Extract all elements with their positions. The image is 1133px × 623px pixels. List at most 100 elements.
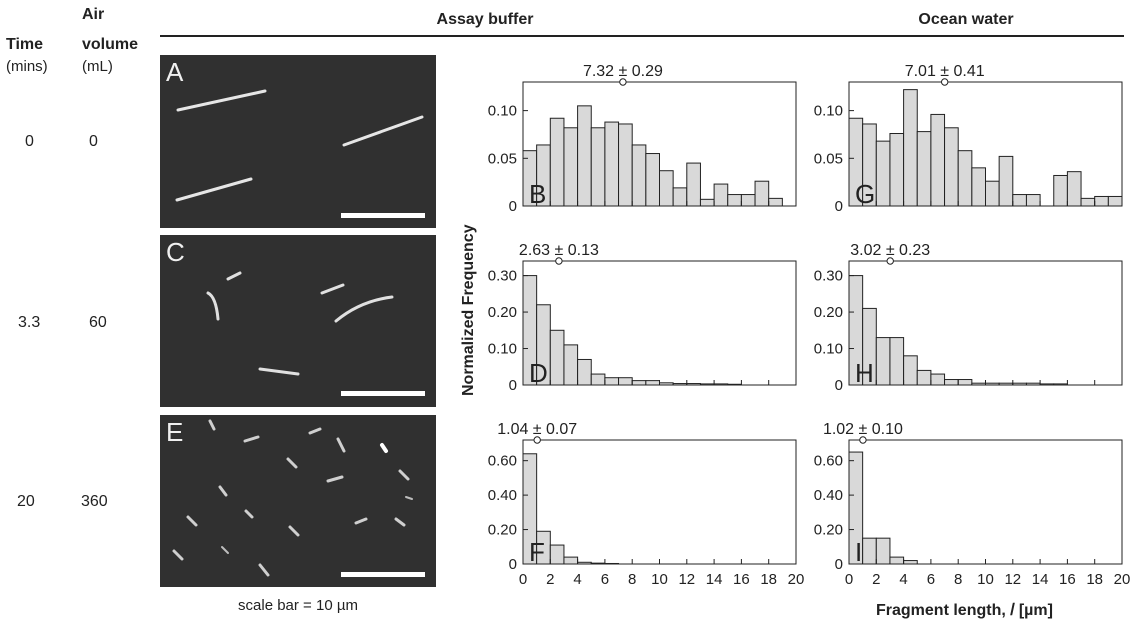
x-tick-label-F-3: 6 <box>601 571 609 588</box>
x-tick-label-I-8: 16 <box>1059 571 1076 588</box>
y-tick-label-F-0: 0 <box>509 556 517 573</box>
hist-bar-B-12 <box>686 162 701 207</box>
hist-bar-D-8 <box>631 380 647 386</box>
y-tick-label-B-1: 0.05 <box>488 150 517 167</box>
hist-bar-F-2 <box>549 544 565 565</box>
hist-bar-G-13 <box>1025 194 1041 207</box>
panel-letter-E: E <box>166 417 184 447</box>
hist-bar-B-17 <box>754 180 770 207</box>
hist-bar-G-18 <box>1094 195 1109 207</box>
x-tick-label-I-4: 8 <box>954 571 962 588</box>
hist-bar-H-8 <box>957 379 973 386</box>
x-axis-label: Fragment length, 𝑙 [µm] <box>876 602 1053 619</box>
hist-bar-G-16 <box>1066 171 1082 207</box>
hist-bar-G-11 <box>998 155 1014 207</box>
scale-bar <box>341 213 425 218</box>
hist-bar-B-2 <box>549 117 565 207</box>
micrograph-A: A <box>160 55 436 228</box>
hist-bar-I-4 <box>903 560 918 565</box>
hist-bar-H-2 <box>875 337 891 386</box>
time-unit: (mins) <box>6 58 48 75</box>
hist-bar-H-5 <box>916 369 932 386</box>
hist-bar-G-7 <box>944 127 959 207</box>
x-tick-label-F-6: 12 <box>678 571 695 588</box>
hist-bar-G-9 <box>971 167 986 207</box>
x-tick-label-I-7: 14 <box>1032 571 1049 588</box>
x-tick-label-I-2: 4 <box>899 571 907 588</box>
x-tick-label-I-0: 0 <box>845 571 853 588</box>
hist-bar-B-14 <box>713 183 729 207</box>
mean-marker-G <box>940 78 949 86</box>
mean-marker-D <box>555 257 563 265</box>
hist-bar-H-3 <box>889 337 905 386</box>
y-tick-label-H-0: 0 <box>835 377 843 394</box>
y-tick-label-D-1: 0.10 <box>488 341 517 358</box>
hist-bar-F-3 <box>563 556 579 565</box>
y-tick-label-G-1: 0.05 <box>814 150 843 167</box>
row-time-1: 3.3 <box>18 314 41 331</box>
x-tick-label-I-1: 2 <box>872 571 880 588</box>
hist-bar-I-1 <box>862 537 877 565</box>
panel-letter-H: H <box>855 358 874 388</box>
hist-bar-B-4 <box>577 105 592 207</box>
hist-bar-B-16 <box>740 194 756 207</box>
air-header-line2: volume <box>82 36 139 53</box>
mean-marker-I <box>859 436 867 444</box>
hist-bar-B-10 <box>659 170 674 207</box>
x-tick-label-I-10: 20 <box>1114 571 1131 588</box>
hist-bar-B-5 <box>590 127 606 207</box>
x-tick-label-I-5: 10 <box>977 571 994 588</box>
hist-bar-B-8 <box>631 144 647 207</box>
y-tick-label-I-0: 0 <box>835 556 843 573</box>
hist-bar-G-4 <box>903 89 918 207</box>
hist-bar-I-3 <box>889 556 905 565</box>
y-tick-label-I-3: 0.60 <box>814 453 843 470</box>
y-tick-label-H-2: 0.20 <box>814 304 843 321</box>
hist-bar-G-17 <box>1080 197 1096 207</box>
panel-letter-I: I <box>855 537 862 567</box>
y-tick-label-F-3: 0.60 <box>488 453 517 470</box>
mean-label-D: 2.63 ± 0.13 <box>519 242 599 259</box>
mean-label-F: 1.04 ± 0.07 <box>497 421 577 438</box>
x-tick-label-F-9: 18 <box>760 571 777 588</box>
mean-marker-B <box>619 78 627 86</box>
mean-marker-H <box>886 257 894 265</box>
row-air-1: 60 <box>89 314 107 331</box>
y-tick-label-D-0: 0 <box>509 377 517 394</box>
scale-bar <box>341 572 425 577</box>
mean-label-G: 7.01 ± 0.41 <box>905 63 985 80</box>
hist-bar-B-9 <box>645 153 660 207</box>
group-title-assay: Assay buffer <box>436 11 534 28</box>
y-tick-label-F-2: 0.40 <box>488 487 517 504</box>
air-unit: (mL) <box>82 58 113 75</box>
row-air-2: 360 <box>81 493 108 510</box>
hist-bar-I-2 <box>875 537 891 565</box>
y-tick-label-B-0: 0 <box>509 198 517 215</box>
hist-bar-D-9 <box>645 380 660 386</box>
hist-bar-G-10 <box>985 180 1000 207</box>
panel-letter-G: G <box>855 179 875 209</box>
scale-caption: scale bar = 10 µm <box>238 597 358 614</box>
hist-bar-B-13 <box>699 198 715 207</box>
hist-bar-B-15 <box>727 194 742 207</box>
panel-letter-D: D <box>529 358 548 388</box>
time-header: Time <box>6 36 44 53</box>
y-tick-label-I-2: 0.40 <box>814 487 843 504</box>
hist-bar-G-12 <box>1012 194 1027 207</box>
x-tick-label-F-10: 20 <box>788 571 805 588</box>
mean-label-B: 7.32 ± 0.29 <box>583 63 663 80</box>
micrograph-A-filaments <box>175 89 425 218</box>
panel-letter-C: C <box>166 237 185 267</box>
y-tick-label-B-2: 0.10 <box>488 103 517 120</box>
hist-bar-G-8 <box>957 150 973 207</box>
hist-bar-B-3 <box>563 127 579 207</box>
panel-letter-F: F <box>529 537 545 567</box>
x-tick-label-F-7: 14 <box>706 571 723 588</box>
mean-label-H: 3.02 ± 0.23 <box>850 242 930 259</box>
micrograph-E-fragments <box>172 419 425 577</box>
x-tick-label-F-2: 4 <box>573 571 581 588</box>
y-tick-label-G-2: 0.10 <box>814 103 843 120</box>
hist-bar-D-6 <box>604 377 620 386</box>
hist-bar-G-19 <box>1107 195 1123 207</box>
hist-bar-G-6 <box>930 113 946 207</box>
